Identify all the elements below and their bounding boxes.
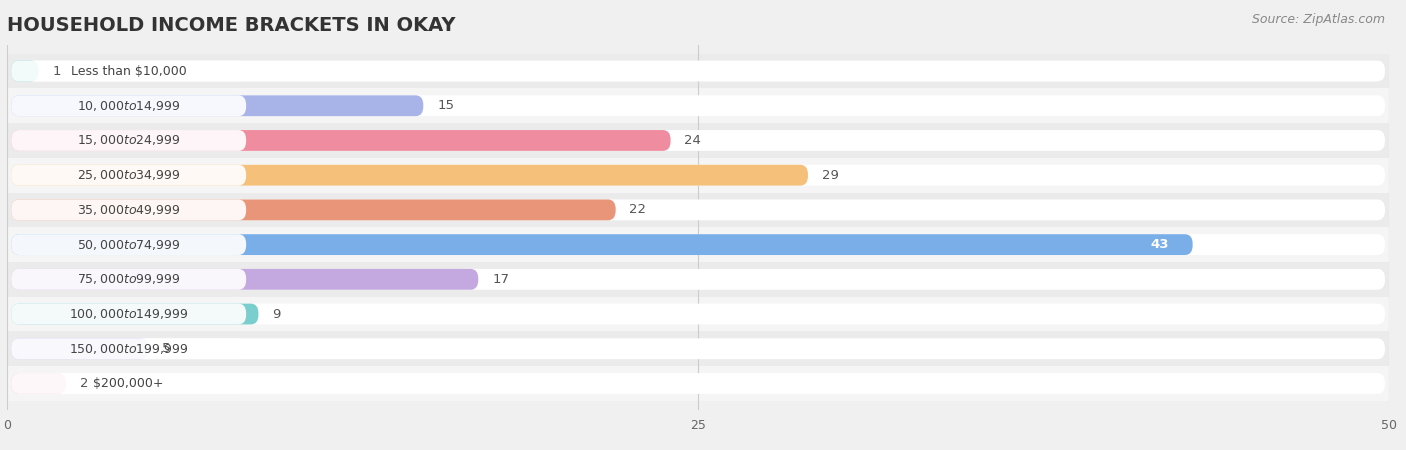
FancyBboxPatch shape (11, 199, 616, 220)
Text: 29: 29 (821, 169, 839, 182)
FancyBboxPatch shape (7, 262, 1389, 297)
Text: 2: 2 (80, 377, 89, 390)
FancyBboxPatch shape (7, 54, 1389, 88)
FancyBboxPatch shape (11, 234, 246, 255)
FancyBboxPatch shape (11, 165, 1385, 185)
FancyBboxPatch shape (7, 158, 1389, 193)
FancyBboxPatch shape (11, 304, 259, 324)
FancyBboxPatch shape (11, 338, 246, 359)
Text: $50,000 to $74,999: $50,000 to $74,999 (77, 238, 180, 252)
Text: $100,000 to $149,999: $100,000 to $149,999 (69, 307, 188, 321)
FancyBboxPatch shape (11, 234, 1385, 255)
Text: HOUSEHOLD INCOME BRACKETS IN OKAY: HOUSEHOLD INCOME BRACKETS IN OKAY (7, 16, 456, 35)
Text: 9: 9 (273, 307, 281, 320)
FancyBboxPatch shape (11, 373, 66, 394)
Text: Source: ZipAtlas.com: Source: ZipAtlas.com (1251, 14, 1385, 27)
FancyBboxPatch shape (11, 304, 1385, 324)
FancyBboxPatch shape (11, 61, 1385, 81)
FancyBboxPatch shape (7, 297, 1389, 331)
FancyBboxPatch shape (11, 95, 246, 116)
FancyBboxPatch shape (11, 338, 149, 359)
Text: $15,000 to $24,999: $15,000 to $24,999 (77, 134, 180, 148)
FancyBboxPatch shape (11, 95, 1385, 116)
FancyBboxPatch shape (11, 269, 1385, 290)
Text: 43: 43 (1150, 238, 1168, 251)
FancyBboxPatch shape (11, 165, 808, 185)
Text: Less than $10,000: Less than $10,000 (70, 64, 187, 77)
FancyBboxPatch shape (11, 373, 246, 394)
Text: $25,000 to $34,999: $25,000 to $34,999 (77, 168, 180, 182)
FancyBboxPatch shape (11, 165, 246, 185)
FancyBboxPatch shape (11, 373, 1385, 394)
FancyBboxPatch shape (7, 123, 1389, 158)
Text: 24: 24 (685, 134, 702, 147)
Text: 5: 5 (162, 342, 172, 355)
Text: $150,000 to $199,999: $150,000 to $199,999 (69, 342, 188, 356)
Text: $35,000 to $49,999: $35,000 to $49,999 (77, 203, 180, 217)
FancyBboxPatch shape (11, 61, 246, 81)
Text: 1: 1 (52, 64, 60, 77)
Text: 22: 22 (630, 203, 647, 216)
FancyBboxPatch shape (11, 130, 1385, 151)
FancyBboxPatch shape (11, 61, 38, 81)
FancyBboxPatch shape (11, 130, 246, 151)
FancyBboxPatch shape (11, 199, 1385, 220)
Text: $75,000 to $99,999: $75,000 to $99,999 (77, 272, 180, 286)
FancyBboxPatch shape (7, 331, 1389, 366)
Text: $10,000 to $14,999: $10,000 to $14,999 (77, 99, 180, 113)
FancyBboxPatch shape (11, 269, 246, 290)
FancyBboxPatch shape (11, 269, 478, 290)
Text: $200,000+: $200,000+ (93, 377, 165, 390)
Text: 15: 15 (437, 99, 454, 112)
FancyBboxPatch shape (11, 304, 246, 324)
Text: 17: 17 (492, 273, 509, 286)
FancyBboxPatch shape (11, 338, 1385, 359)
FancyBboxPatch shape (11, 234, 1192, 255)
FancyBboxPatch shape (11, 199, 246, 220)
FancyBboxPatch shape (7, 227, 1389, 262)
FancyBboxPatch shape (11, 130, 671, 151)
FancyBboxPatch shape (7, 366, 1389, 401)
FancyBboxPatch shape (7, 88, 1389, 123)
FancyBboxPatch shape (7, 193, 1389, 227)
FancyBboxPatch shape (11, 95, 423, 116)
